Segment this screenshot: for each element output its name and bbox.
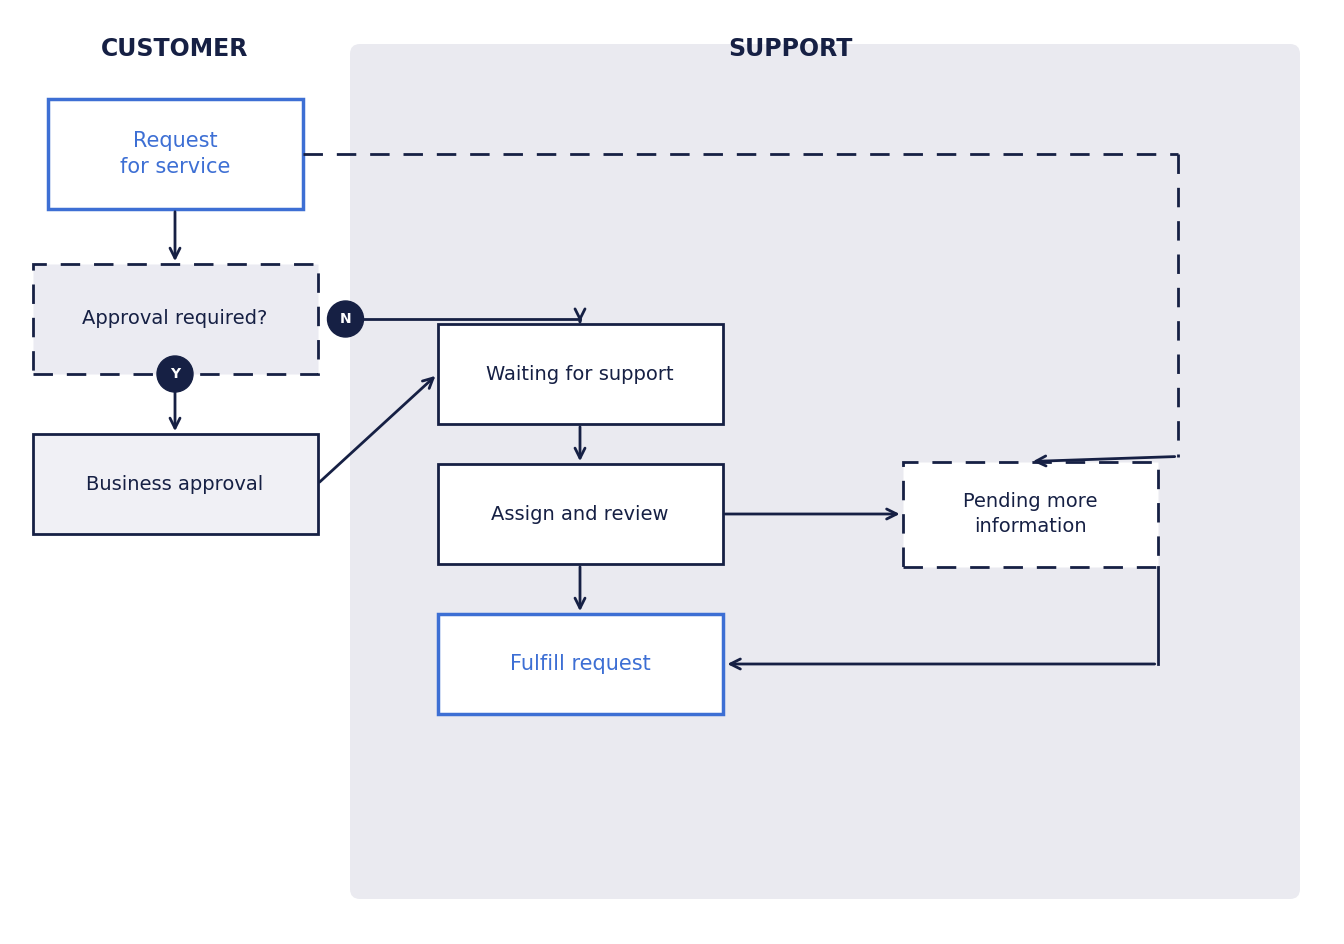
Bar [47, 99, 302, 209]
Text: Approval required?: Approval required? [82, 310, 267, 329]
Bar [438, 614, 723, 714]
Bar [438, 324, 723, 424]
Bar [438, 464, 723, 564]
Text: Fulfill request: Fulfill request [509, 654, 650, 674]
Text: N: N [340, 312, 351, 326]
Bar [903, 462, 1157, 566]
Text: Request
for service: Request for service [120, 131, 230, 177]
Text: Business approval: Business approval [86, 475, 263, 494]
Text: Waiting for support: Waiting for support [487, 364, 673, 383]
Text: Y: Y [169, 367, 180, 381]
Circle shape [328, 301, 363, 337]
Text: SUPPORT: SUPPORT [728, 37, 852, 61]
Bar [32, 264, 317, 374]
Text: CUSTOMER: CUSTOMER [101, 37, 249, 61]
Circle shape [157, 356, 194, 392]
Text: Assign and review: Assign and review [492, 504, 669, 524]
FancyBboxPatch shape [349, 44, 1300, 899]
Bar [32, 434, 317, 534]
Text: Pending more
information: Pending more information [962, 492, 1097, 536]
